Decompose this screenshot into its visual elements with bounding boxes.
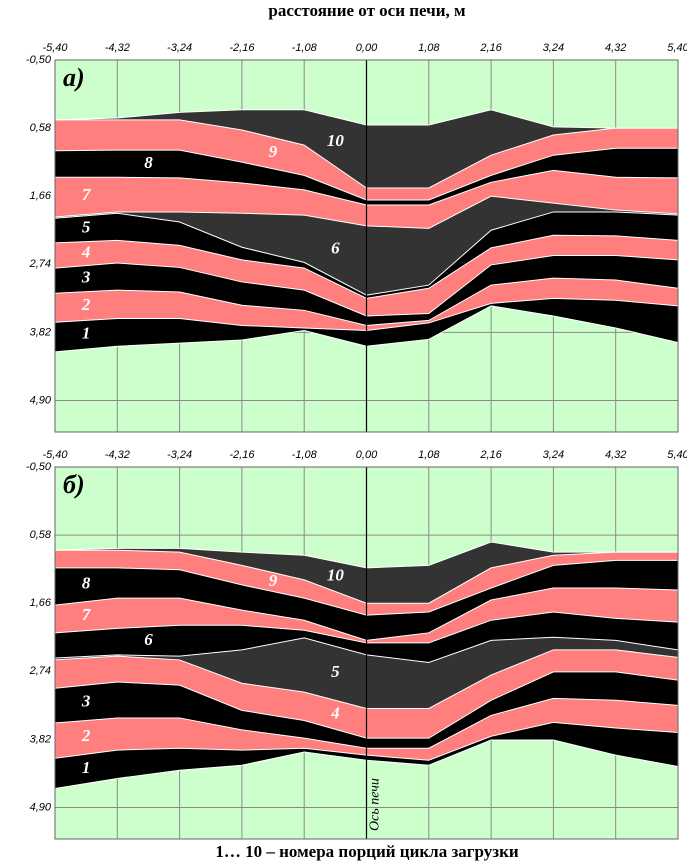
y-tick-label: 0,58 bbox=[30, 122, 52, 134]
layer-label: 4 bbox=[81, 242, 91, 261]
x-tick-label: 2,16 bbox=[479, 42, 502, 54]
layer bbox=[55, 255, 678, 326]
layer bbox=[55, 298, 678, 352]
x-tick-label: 2,16 bbox=[479, 449, 502, 461]
caption: 1… 10 – номера порций цикла загрузки bbox=[215, 842, 519, 861]
x-tick-label: 3,24 bbox=[543, 449, 564, 461]
x-tick-label: -1,08 bbox=[292, 42, 318, 54]
layer-label: 6 bbox=[144, 630, 153, 649]
x-tick-label: 4,32 bbox=[605, 42, 626, 54]
layer bbox=[55, 119, 678, 200]
layer-label: 1 bbox=[82, 758, 91, 777]
layer-label: 2 bbox=[81, 295, 91, 314]
y-tick-label: 2,74 bbox=[29, 258, 51, 270]
layer bbox=[55, 560, 678, 641]
layer bbox=[55, 278, 678, 331]
x-tick-label: -5,40 bbox=[42, 42, 68, 54]
x-tick-label: 5,40 bbox=[667, 449, 687, 461]
layer-label: 8 bbox=[82, 574, 91, 593]
x-tick-label: -5,40 bbox=[42, 449, 68, 461]
y-tick-label: 4,90 bbox=[30, 394, 52, 406]
layer-label: 3 bbox=[81, 692, 91, 711]
x-tick-label: -3,24 bbox=[167, 449, 192, 461]
layer-label: 8 bbox=[144, 153, 153, 172]
layer-label: 10 bbox=[327, 131, 345, 150]
layer bbox=[55, 211, 678, 299]
x-tick-label: 5,40 bbox=[667, 42, 687, 54]
x-tick-label: 0,00 bbox=[356, 42, 378, 54]
x-tick-label: -4,32 bbox=[105, 42, 130, 54]
x-tick-label: -1,08 bbox=[292, 449, 318, 461]
layer-label: 3 bbox=[81, 268, 91, 287]
y-tick-label: 1,66 bbox=[30, 597, 52, 609]
panel-label: а) bbox=[63, 63, 85, 92]
layer bbox=[55, 170, 678, 229]
y-tick-label: 1,66 bbox=[30, 190, 52, 202]
layer bbox=[55, 698, 678, 761]
x-tick-label: 3,24 bbox=[543, 42, 564, 54]
x-tick-label: -2,16 bbox=[229, 449, 255, 461]
x-tick-label: 1,08 bbox=[418, 42, 440, 54]
layer-label: 9 bbox=[269, 142, 278, 161]
layer bbox=[55, 235, 678, 316]
layer bbox=[55, 588, 678, 643]
y-tick-label: 3,82 bbox=[30, 326, 51, 338]
layer-label: 5 bbox=[82, 218, 91, 237]
chart-title: расстояние от оси печи, м bbox=[268, 1, 466, 20]
layer-label: 7 bbox=[82, 605, 92, 624]
x-tick-label: -2,16 bbox=[229, 42, 255, 54]
y-tick-label: 3,82 bbox=[30, 733, 51, 745]
layer-label: 6 bbox=[331, 239, 340, 258]
y-tick-label: 2,74 bbox=[29, 665, 51, 677]
x-tick-label: -3,24 bbox=[167, 42, 192, 54]
layer bbox=[55, 612, 678, 663]
layer-label: 5 bbox=[331, 662, 340, 681]
panel-label: б) bbox=[63, 470, 85, 499]
layer-label: 7 bbox=[82, 185, 92, 204]
layer bbox=[55, 671, 678, 749]
layer-label: 9 bbox=[269, 571, 278, 590]
layer-label: 4 bbox=[330, 704, 340, 723]
y-tick-label: 4,90 bbox=[30, 801, 52, 813]
y-tick-label: -0,50 bbox=[26, 54, 52, 66]
x-tick-label: -4,32 bbox=[105, 449, 130, 461]
plot-border bbox=[54, 466, 679, 840]
y-tick-label: -0,50 bbox=[26, 461, 52, 473]
y-tick-label: 0,58 bbox=[30, 529, 52, 541]
x-tick-label: 1,08 bbox=[418, 449, 440, 461]
axis-note: Ось печи bbox=[368, 778, 383, 831]
layer-label: 10 bbox=[327, 565, 345, 584]
x-tick-label: 0,00 bbox=[356, 449, 378, 461]
plot-border bbox=[54, 59, 679, 433]
x-tick-label: 4,32 bbox=[605, 449, 626, 461]
layer-label: 1 bbox=[82, 324, 91, 343]
layer bbox=[55, 148, 678, 206]
layer-label: 2 bbox=[81, 726, 91, 745]
layer bbox=[55, 550, 678, 616]
